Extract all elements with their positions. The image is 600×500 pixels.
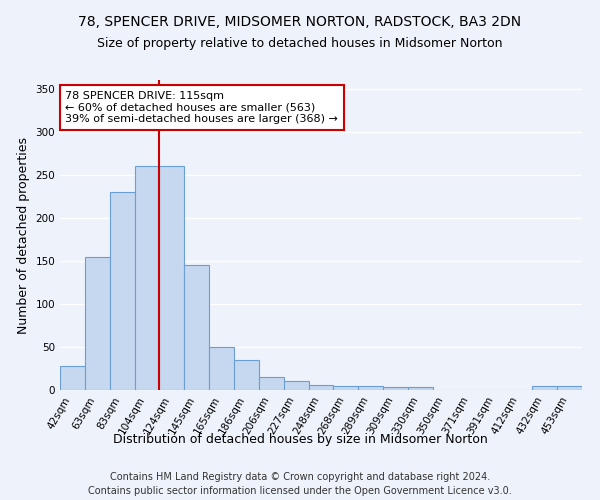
Bar <box>408 386 433 390</box>
Bar <box>160 166 184 390</box>
Bar <box>532 386 557 390</box>
Bar <box>259 377 284 390</box>
Bar <box>557 386 582 390</box>
Bar <box>60 366 85 390</box>
Text: Contains public sector information licensed under the Open Government Licence v3: Contains public sector information licen… <box>88 486 512 496</box>
Text: 78 SPENCER DRIVE: 115sqm
← 60% of detached houses are smaller (563)
39% of semi-: 78 SPENCER DRIVE: 115sqm ← 60% of detach… <box>65 91 338 124</box>
Text: Distribution of detached houses by size in Midsomer Norton: Distribution of detached houses by size … <box>113 432 487 446</box>
Bar <box>85 256 110 390</box>
Y-axis label: Number of detached properties: Number of detached properties <box>17 136 30 334</box>
Bar <box>308 385 334 390</box>
Bar <box>184 265 209 390</box>
Bar <box>110 192 134 390</box>
Text: Contains HM Land Registry data © Crown copyright and database right 2024.: Contains HM Land Registry data © Crown c… <box>110 472 490 482</box>
Bar <box>234 360 259 390</box>
Text: Size of property relative to detached houses in Midsomer Norton: Size of property relative to detached ho… <box>97 38 503 51</box>
Bar <box>284 382 308 390</box>
Bar <box>383 388 408 390</box>
Bar <box>334 386 358 390</box>
Bar <box>209 347 234 390</box>
Bar <box>134 166 160 390</box>
Text: 78, SPENCER DRIVE, MIDSOMER NORTON, RADSTOCK, BA3 2DN: 78, SPENCER DRIVE, MIDSOMER NORTON, RADS… <box>79 15 521 29</box>
Bar <box>358 386 383 390</box>
